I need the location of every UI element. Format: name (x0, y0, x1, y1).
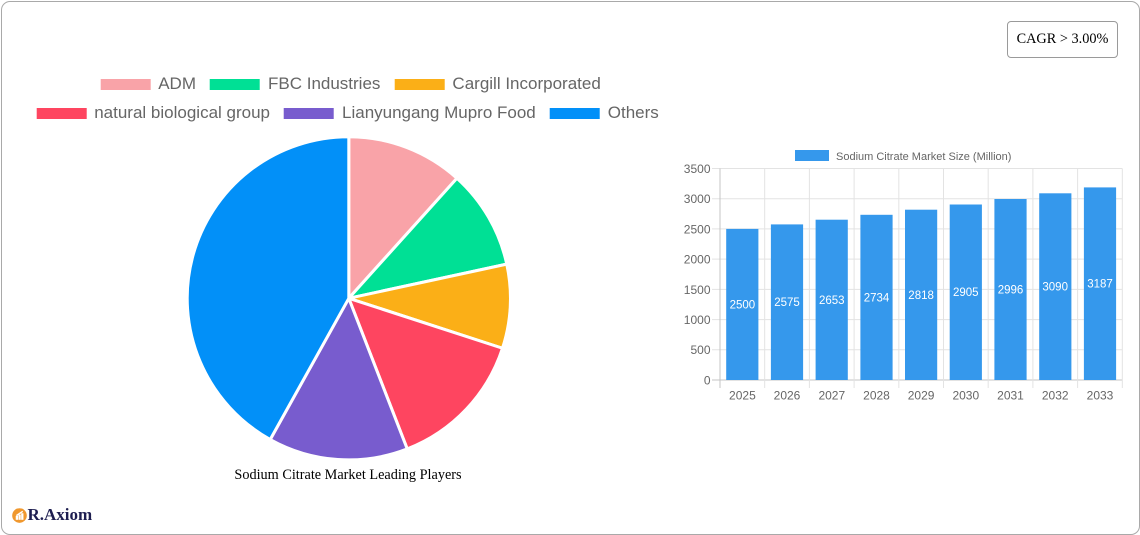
svg-text:2030: 2030 (952, 389, 979, 403)
svg-text:2500: 2500 (730, 300, 756, 312)
svg-text:0: 0 (704, 373, 711, 387)
svg-text:2033: 2033 (1087, 389, 1114, 403)
svg-text:2026: 2026 (774, 389, 801, 403)
svg-text:2032: 2032 (1042, 389, 1069, 403)
svg-text:1500: 1500 (684, 283, 711, 297)
svg-text:2025: 2025 (729, 389, 756, 403)
svg-text:3187: 3187 (1087, 279, 1113, 291)
svg-text:2905: 2905 (953, 287, 979, 299)
svg-text:2028: 2028 (863, 389, 890, 403)
svg-text:2653: 2653 (819, 295, 845, 307)
svg-text:Sodium Citrate Market Size (Mi: Sodium Citrate Market Size (Million) (836, 151, 1011, 163)
svg-text:2500: 2500 (684, 222, 711, 236)
svg-text:3000: 3000 (684, 192, 711, 206)
svg-text:1000: 1000 (684, 313, 711, 327)
svg-text:3500: 3500 (684, 162, 711, 176)
svg-text:500: 500 (690, 343, 710, 357)
svg-text:3090: 3090 (1042, 282, 1068, 294)
svg-text:2734: 2734 (864, 292, 890, 304)
svg-text:2996: 2996 (998, 285, 1024, 297)
svg-text:2027: 2027 (818, 389, 845, 403)
svg-text:2031: 2031 (997, 389, 1024, 403)
svg-text:2575: 2575 (774, 297, 800, 309)
svg-text:2029: 2029 (908, 389, 935, 403)
svg-text:2818: 2818 (908, 290, 934, 302)
svg-text:2000: 2000 (684, 253, 711, 267)
